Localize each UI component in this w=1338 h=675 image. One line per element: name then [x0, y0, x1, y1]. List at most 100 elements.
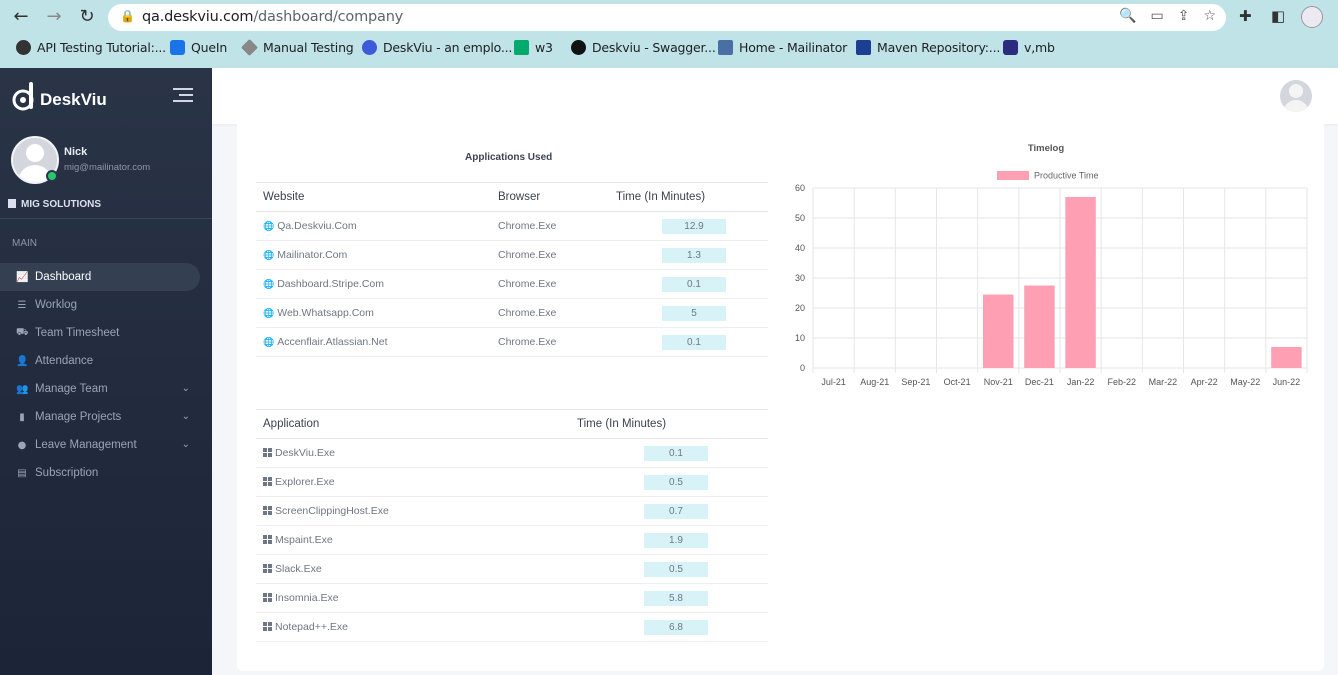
y-tick-label: 0 [800, 363, 805, 373]
building-icon [8, 199, 16, 208]
user-email: mig@mailinator.com [64, 162, 151, 173]
website-cell: 🌐 Mailinator.Com [256, 240, 491, 270]
legend-label: Productive Time [1034, 171, 1099, 181]
list-icon: ☰ [17, 299, 27, 311]
back-arrow-icon[interactable]: ← [13, 6, 29, 27]
time-value-badge: 6.8 [644, 619, 708, 635]
applications-table: Application Time (In Minutes) DeskViu.Ex… [256, 409, 768, 642]
card-icon[interactable]: ▭ [1150, 8, 1164, 24]
x-tick-label: Oct-21 [944, 377, 971, 387]
bookmark[interactable]: Maven Repository:... [856, 40, 1000, 55]
bookmark[interactable]: API Testing Tutorial:... [16, 40, 166, 55]
sidebar-item-dashboard[interactable]: 📈 Dashboard [0, 263, 200, 291]
time-value-badge: 12.9 [662, 218, 726, 234]
x-tick-label: Jun-22 [1273, 377, 1301, 387]
col-header-application: Application [256, 409, 570, 439]
sidebar-item-manage-projects[interactable]: ▮ Manage Projects ⌄ [0, 403, 200, 431]
table-row: 🌐 Dashboard.Stripe.Com Chrome.Exe 0.1 [256, 269, 768, 299]
bookmark-icon [362, 40, 377, 55]
hamburger-menu-icon[interactable] [173, 88, 193, 102]
header-avatar[interactable] [1280, 80, 1312, 112]
sidebar-item-label: Worklog [35, 299, 77, 311]
users-icon: 👥 [16, 383, 29, 395]
x-tick-label: Sep-21 [901, 377, 930, 387]
time-cell: 5 [609, 298, 768, 328]
sidebar-item-worklog[interactable]: ☰ Worklog [0, 291, 200, 319]
time-cell: 0.1 [609, 327, 768, 357]
sidebar-item-subscription[interactable]: ▤ Subscription [0, 459, 200, 487]
forward-arrow-icon[interactable]: → [46, 6, 62, 27]
timelog-chart-svg: Timelog Productive Time 0 10 20 30 40 50 60 Jul-2… [795, 143, 1308, 387]
reload-icon[interactable]: ↻ [79, 6, 95, 27]
url-text[interactable]: qa.deskviu.com/dashboard/company [142, 9, 404, 25]
windows-icon [263, 622, 272, 631]
bookmark[interactable]: v,mb [1003, 40, 1055, 55]
application-cell: Insomnia.Exe [256, 583, 570, 613]
star-icon[interactable]: ☆ [1203, 8, 1216, 24]
legend-swatch [997, 171, 1029, 180]
col-header-time: Time (In Minutes) [570, 409, 768, 439]
bookmark[interactable]: Deskviu - Swagger... [571, 40, 716, 55]
bookmark[interactable]: Home - Mailinator [718, 40, 847, 55]
timelog-chart: Timelog Productive Time 0 10 20 30 40 50 60 Jul-2… [779, 134, 1319, 404]
chart-bar-icon: ▮ [19, 411, 25, 423]
extensions-icon[interactable]: ✚ [1239, 7, 1252, 25]
zoom-icon[interactable]: 🔍 [1119, 8, 1137, 24]
time-value-badge: 0.1 [662, 276, 726, 292]
sidebar-item-manage-team[interactable]: 👥 Manage Team ⌄ [0, 375, 200, 403]
side-panel-icon[interactable]: ◧ [1271, 7, 1286, 25]
globe-icon: 🌐 [263, 251, 275, 261]
sidebar-section-label: MAIN [12, 238, 37, 249]
time-cell: 5.8 [570, 583, 768, 613]
application-cell: Notepad++.Exe [256, 612, 570, 642]
address-bar[interactable]: 🔒 qa.deskviu.com/dashboard/company 🔍 ▭ ⇪… [108, 4, 1226, 31]
website-cell: 🌐 Qa.Deskviu.Com [256, 211, 491, 241]
application-cell: ScreenClippingHost.Exe [256, 496, 570, 526]
sidebar-item-label: Attendance [35, 355, 94, 367]
time-cell: 0.1 [609, 269, 768, 299]
globe-icon: 🌐 [263, 309, 275, 319]
sidebar-item-team-timesheet[interactable]: ⛟ Team Timesheet [0, 319, 200, 347]
globe-icon: 🌐 [263, 338, 275, 348]
bookmark[interactable]: w3 [514, 40, 553, 55]
apps-used-title: Applications Used [465, 152, 553, 163]
chart-title: Timelog [1028, 143, 1064, 154]
share-icon[interactable]: ⇪ [1177, 8, 1190, 24]
brand-logo[interactable]: DeskViu [12, 80, 142, 116]
x-tick-label: Jan-22 [1067, 377, 1095, 387]
bookmark[interactable]: QueIn [170, 40, 227, 55]
time-value-badge: 0.7 [644, 503, 708, 519]
online-status-badge [46, 170, 58, 182]
table-row: Insomnia.Exe 5.8 [256, 583, 768, 613]
time-value-badge: 0.1 [662, 334, 726, 350]
browser-profile-avatar[interactable] [1301, 6, 1323, 28]
sidebar-item-leave-management[interactable]: ● Leave Management ⌄ [0, 431, 200, 459]
website-cell: 🌐 Accenflair.Atlassian.Net [256, 327, 491, 357]
chevron-down-icon: ⌄ [181, 411, 190, 422]
browser-toolbar: ← → ↻ 🔒 qa.deskviu.com/dashboard/company… [0, 0, 1338, 68]
time-cell: 12.9 [609, 211, 768, 241]
bookmark[interactable]: Manual Testing [241, 39, 354, 56]
time-cell: 0.7 [570, 496, 768, 526]
bar [1271, 347, 1302, 368]
chart-line-icon: 📈 [16, 271, 29, 283]
sidebar-item-label: Leave Management [35, 439, 137, 451]
browser-cell: Chrome.Exe [491, 211, 609, 241]
sidebar-item-label: Team Timesheet [35, 327, 120, 339]
organization-name: MIG SOLUTIONS [8, 199, 101, 210]
sidebar-item-attendance[interactable]: 👤 Attendance [0, 347, 200, 375]
application-cell: DeskViu.Exe [256, 438, 570, 468]
brand-name: DeskViu [40, 90, 107, 109]
sidebar-item-label: Subscription [35, 467, 99, 479]
bar [1065, 197, 1096, 368]
time-value-badge: 0.5 [644, 474, 708, 490]
bar [1024, 285, 1055, 368]
application-cell: Explorer.Exe [256, 467, 570, 497]
bookmark[interactable]: DeskViu - an emplo... [362, 40, 512, 55]
globe-icon: 🌐 [263, 280, 275, 290]
col-header-browser: Browser [491, 182, 609, 212]
top-header [212, 68, 1338, 124]
browser-cell: Chrome.Exe [491, 240, 609, 270]
table-row: DeskViu.Exe 0.1 [256, 438, 768, 468]
col-header-website: Website [256, 182, 491, 212]
